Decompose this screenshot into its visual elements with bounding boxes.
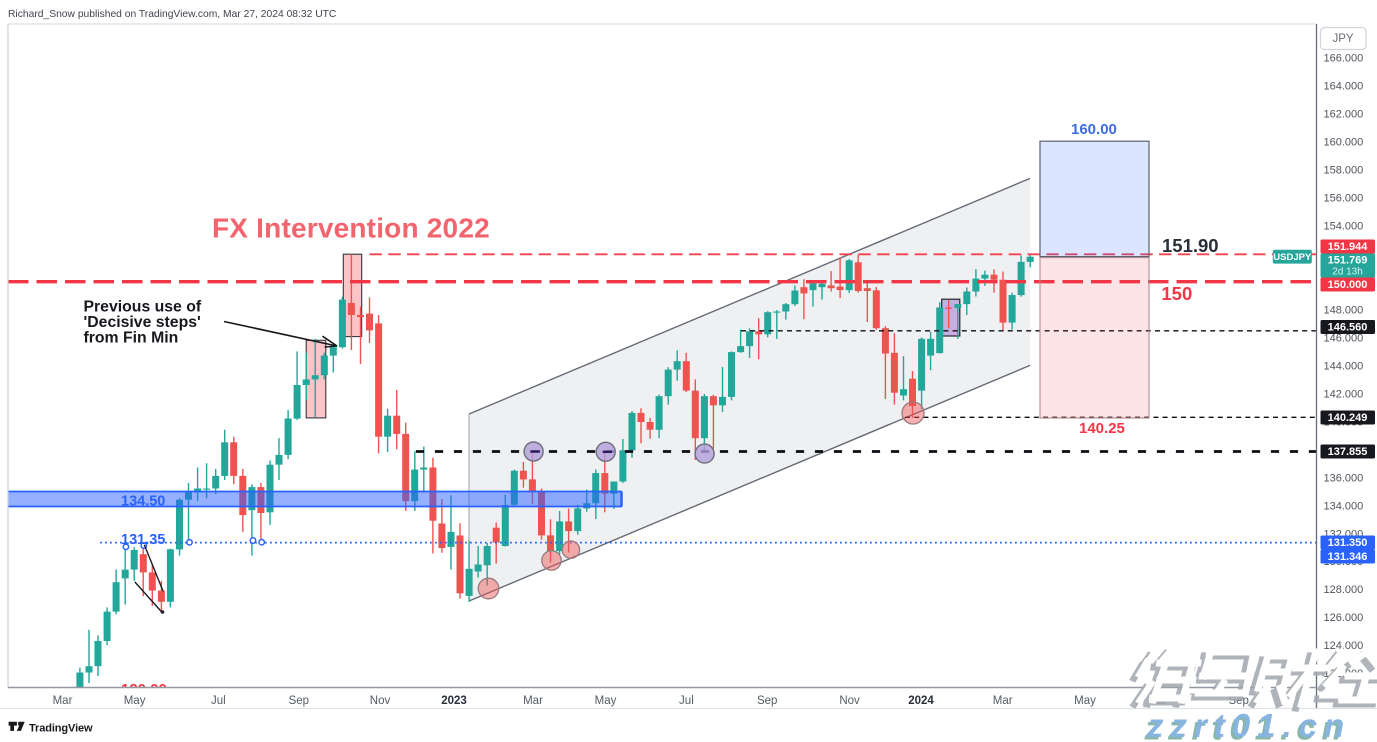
svg-text:131.35: 131.35	[121, 532, 165, 548]
svg-text:2d 13h: 2d 13h	[1332, 267, 1363, 278]
svg-text:126.000: 126.000	[1324, 612, 1364, 624]
svg-text:May: May	[595, 695, 617, 707]
svg-text:120.00: 120.00	[121, 681, 167, 698]
svg-text:Nov: Nov	[839, 695, 860, 707]
svg-text:Jul: Jul	[211, 695, 226, 707]
svg-text:Nov: Nov	[370, 695, 391, 707]
svg-text:Previous use of: Previous use of	[84, 299, 202, 316]
svg-text:150.000: 150.000	[1328, 279, 1368, 291]
svg-text:146.560: 146.560	[1328, 322, 1368, 334]
svg-text:156.000: 156.000	[1324, 193, 1364, 205]
svg-text:TradingView: TradingView	[29, 723, 93, 735]
svg-text:160.00: 160.00	[1071, 121, 1117, 138]
svg-text:Sep: Sep	[757, 695, 777, 707]
svg-text:136.000: 136.000	[1324, 472, 1364, 484]
svg-text:154.000: 154.000	[1324, 221, 1364, 233]
svg-text:158.000: 158.000	[1324, 165, 1364, 177]
svg-text:134.000: 134.000	[1324, 500, 1364, 512]
svg-text:zzrt01.cn: zzrt01.cn	[1144, 710, 1349, 742]
svg-text:JPY: JPY	[1332, 33, 1353, 45]
svg-text:2024: 2024	[908, 695, 934, 707]
svg-text:Mar: Mar	[53, 695, 73, 707]
svg-text:May: May	[124, 695, 146, 707]
svg-text:Richard_Snow published on Trad: Richard_Snow published on TradingView.co…	[8, 9, 337, 20]
svg-text:Sep: Sep	[289, 695, 309, 707]
svg-text:151.90: 151.90	[1162, 235, 1219, 256]
svg-text:137.855: 137.855	[1328, 446, 1368, 458]
svg-text:124.000: 124.000	[1324, 640, 1364, 652]
svg-text:146.000: 146.000	[1324, 332, 1364, 344]
svg-text:131.350: 131.350	[1328, 537, 1368, 549]
svg-text:128.000: 128.000	[1324, 584, 1364, 596]
svg-text:164.000: 164.000	[1324, 81, 1364, 93]
svg-text:2023: 2023	[441, 695, 467, 707]
svg-text:134.50: 134.50	[121, 494, 165, 510]
svg-text:May: May	[1074, 695, 1096, 707]
svg-text:'Decisive steps': 'Decisive steps'	[84, 314, 201, 331]
svg-text:150: 150	[1161, 283, 1192, 304]
svg-text:Jul: Jul	[679, 695, 694, 707]
svg-text:FX Intervention 2022: FX Intervention 2022	[212, 213, 490, 244]
svg-text:131.346: 131.346	[1328, 551, 1368, 563]
svg-text:148.000: 148.000	[1324, 304, 1364, 316]
svg-text:160.000: 160.000	[1324, 137, 1364, 149]
svg-text:Mar: Mar	[523, 695, 543, 707]
svg-text:144.000: 144.000	[1324, 360, 1364, 372]
svg-text:Mar: Mar	[993, 695, 1013, 707]
svg-text:from Fin Min: from Fin Min	[84, 330, 179, 347]
svg-text:162.000: 162.000	[1324, 109, 1364, 121]
svg-text:166.000: 166.000	[1324, 53, 1364, 65]
svg-text:140.249: 140.249	[1328, 412, 1368, 424]
svg-text:142.000: 142.000	[1324, 388, 1364, 400]
svg-text:zzrt01.cn: zzrt01.cn	[1146, 707, 1351, 742]
svg-text:140.25: 140.25	[1079, 420, 1125, 437]
svg-text:151.944: 151.944	[1328, 241, 1369, 253]
svg-text:USDJPY: USDJPY	[1273, 252, 1312, 263]
svg-text:151.769: 151.769	[1328, 255, 1368, 267]
